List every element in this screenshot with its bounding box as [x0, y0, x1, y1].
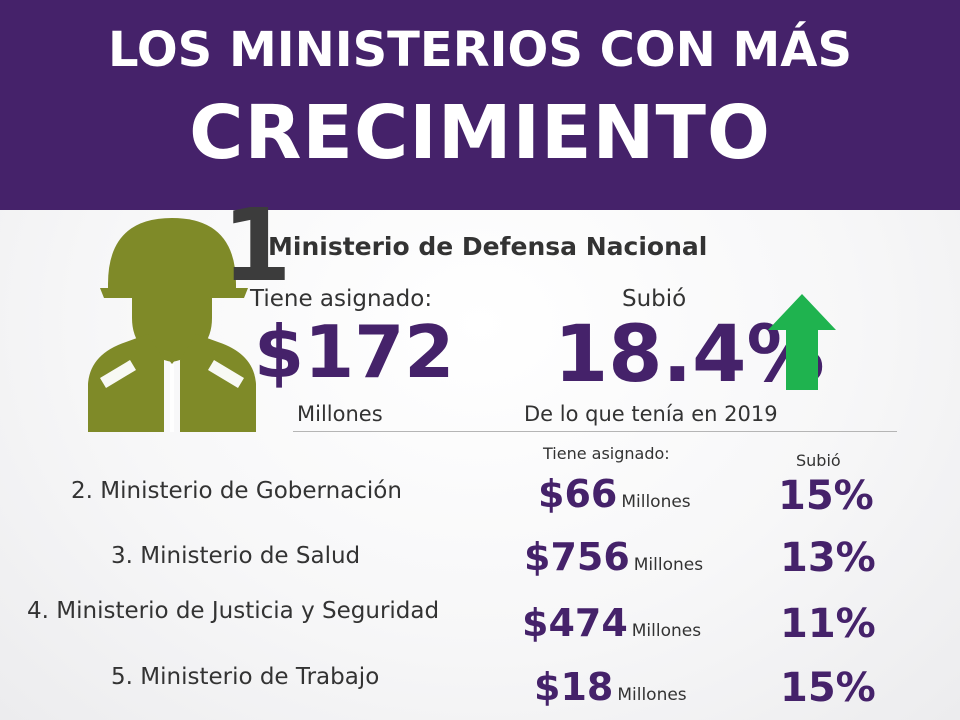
- ministry-row-amount: $756 Millones: [524, 538, 703, 576]
- ministry-row-growth: 11%: [780, 601, 876, 647]
- ministry-row-growth: 15%: [778, 473, 874, 519]
- ministry-row-growth: 13%: [780, 535, 876, 581]
- ministry-row-name: 4. Ministerio de Justicia y Seguridad: [27, 598, 440, 624]
- amount-unit: Millones: [633, 555, 704, 575]
- ministry-row-amount: $18 Millones: [534, 668, 687, 706]
- assigned-column-header: Tiene asignado:: [543, 444, 670, 463]
- growth-column-header: Subió: [796, 451, 841, 470]
- ministry-row-amount: $66 Millones: [538, 475, 691, 513]
- title-line-2: CRECIMIENTO: [189, 90, 771, 176]
- amount-value: $66: [538, 472, 618, 516]
- featured-amount: $172: [254, 310, 455, 394]
- title-line-1: LOS MINISTERIOS CON MÁS: [107, 22, 853, 78]
- growth-label: Subió: [622, 286, 687, 312]
- amount-unit: Millones: [621, 492, 691, 512]
- arrow-up-icon: [768, 294, 836, 390]
- ministry-row-growth: 15%: [780, 665, 876, 711]
- ministry-row-name: 3. Ministerio de Salud: [111, 543, 361, 569]
- amount-value: $474: [522, 601, 628, 645]
- ministry-row-name: 5. Ministerio de Trabajo: [111, 664, 380, 690]
- featured-ministry-name: Ministerio de Defensa Nacional: [268, 232, 708, 261]
- amount-value: $18: [534, 665, 614, 709]
- ministry-row-name: 2. Ministerio de Gobernación: [71, 478, 402, 504]
- growth-note: De lo que tenía en 2019: [524, 402, 778, 426]
- amount-value: $756: [524, 535, 630, 579]
- amount-unit: Millones: [631, 621, 702, 641]
- assigned-label: Tiene asignado:: [250, 286, 433, 312]
- rank-number: 1: [222, 187, 292, 304]
- amount-unit: Millones: [617, 685, 687, 705]
- soldier-icon: [88, 218, 256, 432]
- ministry-row-amount: $474 Millones: [522, 604, 701, 642]
- header-banner: LOS MINISTERIOS CON MÁS CRECIMIENTO: [0, 0, 960, 210]
- divider: [293, 431, 897, 432]
- featured-amount-unit: Millones: [297, 402, 383, 426]
